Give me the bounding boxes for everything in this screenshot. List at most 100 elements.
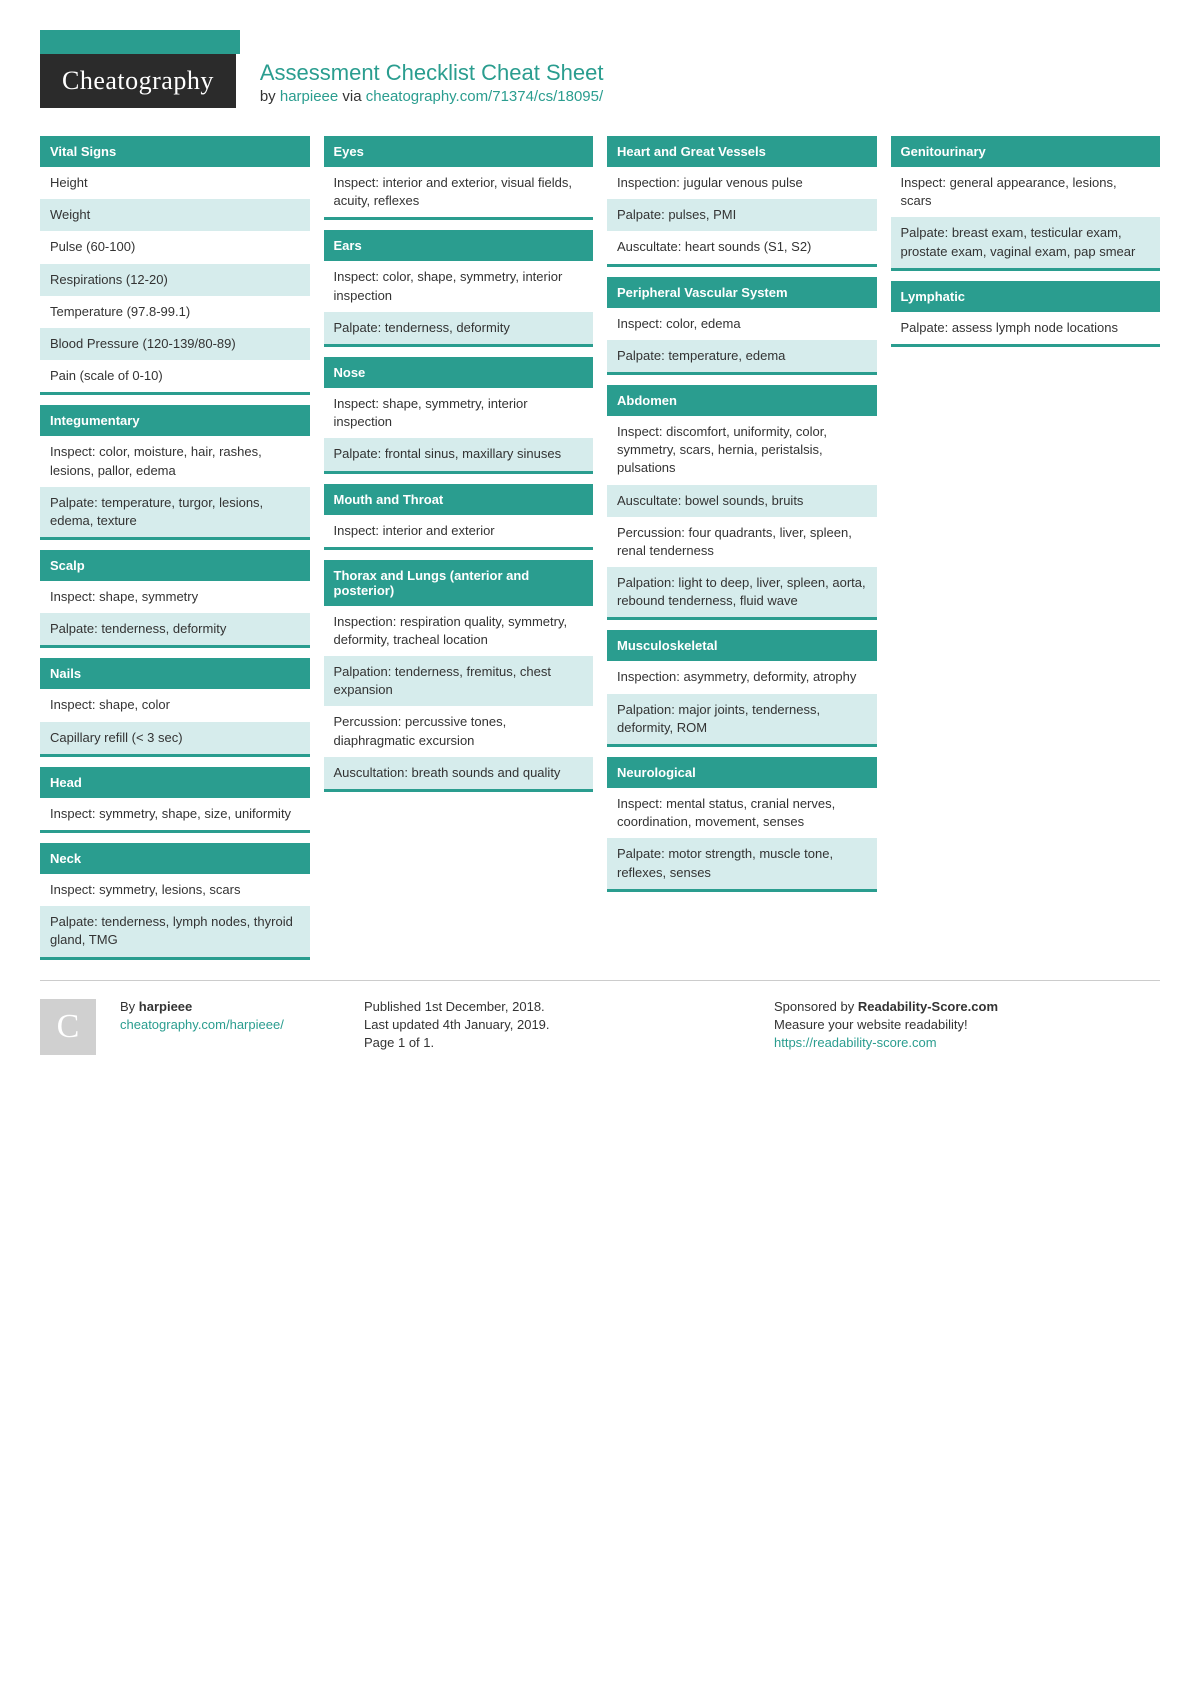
byline: by harpieee via cheatography.com/71374/c…: [260, 88, 604, 105]
section-item: Inspect: symmetry, lesions, scars: [40, 874, 310, 906]
section-item: Inspect: shape, symmetry: [40, 581, 310, 613]
section: ScalpInspect: shape, symmetryPalpate: te…: [40, 550, 310, 648]
section-header: Scalp: [40, 550, 310, 581]
section-item: Inspect: interior and exterior, visual f…: [324, 167, 594, 217]
sponsor-url[interactable]: https://readability-score.com: [774, 1035, 937, 1050]
sponsor-name: Readability-Score.com: [858, 999, 998, 1014]
section-header: Eyes: [324, 136, 594, 167]
footer-author-block: By harpieee cheatography.com/harpieee/: [120, 999, 340, 1055]
section: NoseInspect: shape, symmetry, interior i…: [324, 357, 594, 474]
section-item: Weight: [40, 199, 310, 231]
column: Vital SignsHeightWeightPulse (60-100)Res…: [40, 136, 310, 960]
section-item: Temperature (97.8-99.1): [40, 296, 310, 328]
section-body: Inspect: shape, symmetry, interior inspe…: [324, 388, 594, 471]
section: AbdomenInspect: discomfort, uniformity, …: [607, 385, 877, 621]
footer-author-url[interactable]: cheatography.com/harpieee/: [120, 1017, 284, 1032]
section-header: Musculoskeletal: [607, 630, 877, 661]
section: LymphaticPalpate: assess lymph node loca…: [891, 281, 1161, 347]
section-item: Blood Pressure (120-139/80-89): [40, 328, 310, 360]
section-header: Peripheral Vascular System: [607, 277, 877, 308]
content-columns: Vital SignsHeightWeightPulse (60-100)Res…: [0, 124, 1200, 980]
section: HeadInspect: symmetry, shape, size, unif…: [40, 767, 310, 833]
section-item: Pulse (60-100): [40, 231, 310, 263]
section-item: Palpate: temperature, edema: [607, 340, 877, 372]
section-header: Genitourinary: [891, 136, 1161, 167]
section: GenitourinaryInspect: general appearance…: [891, 136, 1161, 271]
section: Vital SignsHeightWeightPulse (60-100)Res…: [40, 136, 310, 395]
section-body: Inspect: shape, symmetryPalpate: tendern…: [40, 581, 310, 645]
section-header: Lymphatic: [891, 281, 1161, 312]
section-header: Abdomen: [607, 385, 877, 416]
section-body: HeightWeightPulse (60-100)Respirations (…: [40, 167, 310, 392]
section: EarsInspect: color, shape, symmetry, int…: [324, 230, 594, 347]
section-item: Percussion: four quadrants, liver, splee…: [607, 517, 877, 567]
section: NeurologicalInspect: mental status, cran…: [607, 757, 877, 892]
section-body: Inspect: shape, colorCapillary refill (<…: [40, 689, 310, 753]
section-item: Inspection: asymmetry, deformity, atroph…: [607, 661, 877, 693]
section-header: Neurological: [607, 757, 877, 788]
section-item: Pain (scale of 0-10): [40, 360, 310, 392]
section-item: Inspect: symmetry, shape, size, uniformi…: [40, 798, 310, 830]
section: NailsInspect: shape, colorCapillary refi…: [40, 658, 310, 756]
section-body: Inspection: jugular venous pulsePalpate:…: [607, 167, 877, 264]
section-body: Palpate: assess lymph node locations: [891, 312, 1161, 344]
footer-by-label: By: [120, 999, 139, 1014]
footer-meta-block: Published 1st December, 2018. Last updat…: [364, 999, 750, 1055]
footer-page: Page 1 of 1.: [364, 1035, 750, 1050]
header: Cheatography Assessment Checklist Cheat …: [0, 54, 1200, 124]
source-url-link[interactable]: cheatography.com/71374/cs/18095/: [366, 88, 603, 105]
section-item: Palpate: frontal sinus, maxillary sinuse…: [324, 438, 594, 470]
section-item: Palpate: temperature, turgor, lesions, e…: [40, 487, 310, 537]
section-header: Mouth and Throat: [324, 484, 594, 515]
section-item: Palpation: major joints, tenderness, def…: [607, 694, 877, 744]
section-header: Vital Signs: [40, 136, 310, 167]
section-item: Palpate: tenderness, lymph nodes, thyroi…: [40, 906, 310, 956]
section-item: Palpation: tenderness, fremitus, chest e…: [324, 656, 594, 706]
section-item: Inspect: discomfort, uniformity, color, …: [607, 416, 877, 485]
section-body: Inspect: interior and exterior, visual f…: [324, 167, 594, 217]
section-header: Integumentary: [40, 405, 310, 436]
section-body: Inspect: symmetry, lesions, scarsPalpate…: [40, 874, 310, 957]
section-item: Palpate: pulses, PMI: [607, 199, 877, 231]
section: EyesInspect: interior and exterior, visu…: [324, 136, 594, 220]
author-link[interactable]: harpieee: [280, 88, 338, 105]
section-header: Head: [40, 767, 310, 798]
section-body: Inspect: color, moisture, hair, rashes, …: [40, 436, 310, 537]
section-body: Inspect: color, shape, symmetry, interio…: [324, 261, 594, 344]
accent-bar: [40, 30, 240, 54]
section-item: Palpate: tenderness, deformity: [40, 613, 310, 645]
section-body: Inspect: discomfort, uniformity, color, …: [607, 416, 877, 618]
section-item: Inspect: general appearance, lesions, sc…: [891, 167, 1161, 217]
section-body: Inspect: general appearance, lesions, sc…: [891, 167, 1161, 268]
column: GenitourinaryInspect: general appearance…: [891, 136, 1161, 347]
section: Thorax and Lungs (anterior and posterior…: [324, 560, 594, 792]
section: MusculoskeletalInspection: asymmetry, de…: [607, 630, 877, 747]
section-item: Inspect: color, moisture, hair, rashes, …: [40, 436, 310, 486]
section-item: Auscultate: bowel sounds, bruits: [607, 485, 877, 517]
column: EyesInspect: interior and exterior, visu…: [324, 136, 594, 792]
section-header: Ears: [324, 230, 594, 261]
footer-updated: Last updated 4th January, 2019.: [364, 1017, 750, 1032]
section-item: Palpation: light to deep, liver, spleen,…: [607, 567, 877, 617]
section-item: Inspection: respiration quality, symmetr…: [324, 606, 594, 656]
by-prefix: by: [260, 88, 280, 105]
section-item: Palpate: assess lymph node locations: [891, 312, 1161, 344]
footer-sponsor-block: Sponsored by Readability-Score.com Measu…: [774, 999, 1160, 1055]
section-body: Inspection: asymmetry, deformity, atroph…: [607, 661, 877, 744]
section: NeckInspect: symmetry, lesions, scarsPal…: [40, 843, 310, 960]
section-header: Heart and Great Vessels: [607, 136, 877, 167]
section: Heart and Great VesselsInspection: jugul…: [607, 136, 877, 267]
section-body: Inspect: interior and exterior: [324, 515, 594, 547]
section-item: Inspect: color, shape, symmetry, interio…: [324, 261, 594, 311]
section-item: Palpate: breast exam, testicular exam, p…: [891, 217, 1161, 267]
section-item: Respirations (12-20): [40, 264, 310, 296]
section-item: Capillary refill (< 3 sec): [40, 722, 310, 754]
column: Heart and Great VesselsInspection: jugul…: [607, 136, 877, 892]
section-header: Neck: [40, 843, 310, 874]
section-item: Inspect: shape, color: [40, 689, 310, 721]
avatar: C: [40, 999, 96, 1055]
section-item: Inspect: color, edema: [607, 308, 877, 340]
section-item: Inspection: jugular venous pulse: [607, 167, 877, 199]
section-item: Percussion: percussive tones, diaphragma…: [324, 706, 594, 756]
logo: Cheatography: [40, 54, 236, 108]
